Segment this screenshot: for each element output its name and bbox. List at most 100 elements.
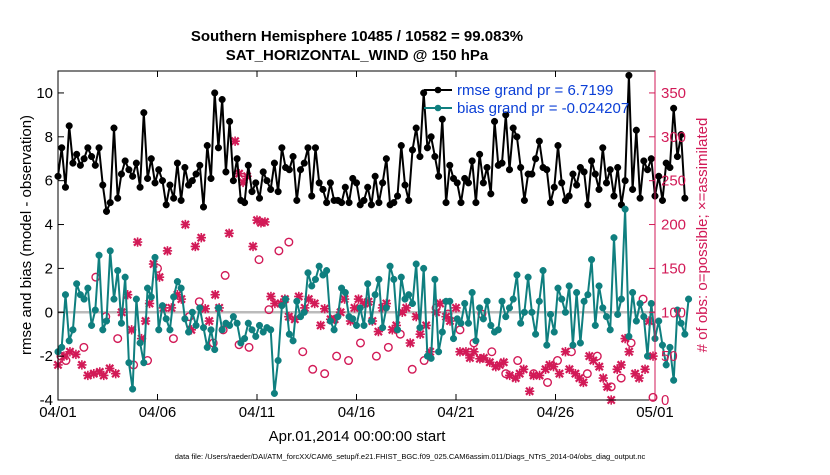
plot-area bbox=[58, 71, 655, 400]
rmse-point bbox=[199, 203, 208, 211]
bias-point bbox=[640, 313, 648, 321]
rmse-point bbox=[136, 183, 144, 191]
rmse-point bbox=[606, 166, 614, 174]
rmse-point bbox=[177, 196, 185, 204]
rmse-point bbox=[278, 144, 286, 152]
rmse-point bbox=[591, 170, 599, 178]
bias-point bbox=[110, 295, 118, 303]
rmse-point bbox=[147, 155, 155, 163]
y-left-tick-label: 8 bbox=[45, 129, 53, 146]
rmse-point bbox=[125, 166, 133, 174]
rmse-point bbox=[513, 133, 521, 141]
rmse-point bbox=[233, 155, 241, 163]
bias-point bbox=[88, 321, 96, 329]
rmse-point bbox=[121, 157, 129, 165]
bias-point bbox=[390, 275, 398, 283]
y-axis-label-right: # of obs: o=possible; ×=assimilated bbox=[694, 118, 711, 353]
obs-possible-marker bbox=[274, 246, 284, 256]
obs-possible-marker bbox=[513, 356, 523, 366]
rmse-point bbox=[375, 199, 383, 207]
bias-point bbox=[293, 297, 301, 305]
bias-point bbox=[147, 293, 155, 301]
bias-point bbox=[211, 346, 219, 354]
rmse-point bbox=[80, 155, 88, 163]
bias-point bbox=[304, 269, 312, 277]
obs-possible-marker bbox=[543, 377, 553, 387]
bias-point bbox=[420, 264, 428, 272]
rmse-point bbox=[106, 199, 114, 207]
bias-point bbox=[543, 341, 551, 349]
bias-point bbox=[158, 302, 167, 310]
rmse-point bbox=[345, 199, 353, 207]
rmse-point bbox=[505, 166, 514, 174]
obs-assimilated-marker bbox=[310, 298, 320, 309]
bias-point bbox=[311, 275, 320, 283]
x-tick-label: 04/16 bbox=[338, 404, 376, 421]
obs-possible-marker bbox=[113, 334, 123, 344]
obs-possible-marker bbox=[220, 270, 230, 280]
bias-point bbox=[356, 304, 364, 312]
rmse-point bbox=[625, 71, 633, 79]
y-right-tick-label: 100 bbox=[661, 304, 686, 321]
rmse-point bbox=[289, 152, 297, 161]
rmse-point bbox=[308, 192, 316, 200]
rmse-point bbox=[405, 196, 413, 204]
obs-assimilated-marker bbox=[564, 364, 575, 374]
bias-point bbox=[218, 326, 226, 334]
rmse-point bbox=[226, 117, 234, 125]
bias-point bbox=[255, 321, 264, 329]
bias-point bbox=[226, 321, 234, 329]
bias-point bbox=[117, 319, 125, 327]
bias-point bbox=[632, 317, 640, 325]
rmse-point bbox=[476, 150, 484, 158]
bias-point bbox=[382, 304, 390, 312]
rmse-point bbox=[88, 152, 96, 161]
obs-assimilated-marker bbox=[624, 347, 634, 357]
rmse-point bbox=[248, 188, 256, 196]
rmse-point bbox=[341, 183, 349, 191]
obs-possible-marker bbox=[371, 351, 381, 361]
rmse-point bbox=[323, 199, 331, 207]
obs-possible-marker bbox=[61, 356, 71, 366]
bias-point bbox=[170, 293, 178, 301]
rmse-point bbox=[438, 115, 446, 123]
bias-point bbox=[323, 267, 331, 275]
rmse-point bbox=[132, 159, 140, 167]
obs-assimilated-marker bbox=[616, 360, 626, 370]
bias-point bbox=[431, 275, 439, 283]
bias-point bbox=[461, 299, 469, 308]
obs-possible-marker bbox=[298, 347, 308, 357]
y-left-tick-label: 2 bbox=[45, 260, 53, 277]
obs-assimilated-marker bbox=[180, 219, 191, 230]
rmse-point bbox=[435, 172, 443, 180]
obs-possible-marker bbox=[582, 369, 592, 379]
bias-point bbox=[602, 313, 611, 321]
rmse-point bbox=[479, 179, 487, 187]
y-right-tick-label: 200 bbox=[661, 217, 686, 234]
rmse-point bbox=[338, 199, 346, 207]
rmse-point bbox=[263, 177, 271, 185]
legend-label: bias grand pr = -0.024207 bbox=[457, 100, 629, 117]
bias-point bbox=[364, 280, 372, 288]
rmse-point bbox=[192, 170, 200, 178]
bias-point bbox=[352, 321, 361, 329]
bias-point bbox=[588, 256, 596, 264]
rmse-point bbox=[319, 185, 327, 193]
obs-assimilated-marker bbox=[401, 303, 411, 313]
obs-assimilated-marker bbox=[640, 364, 650, 374]
legend-marker bbox=[434, 104, 442, 112]
bias-point bbox=[308, 282, 316, 290]
bias-point bbox=[252, 332, 260, 340]
obs-possible-marker bbox=[254, 255, 264, 265]
bias-series bbox=[54, 205, 693, 397]
bias-point bbox=[330, 326, 338, 334]
obs-assimilated-marker bbox=[71, 349, 81, 360]
bias-point bbox=[241, 335, 249, 343]
obs-assimilated-marker bbox=[349, 303, 360, 313]
rmse-point bbox=[472, 199, 480, 207]
obs-assimilated-marker bbox=[499, 357, 509, 367]
rmse-point bbox=[293, 196, 301, 204]
bias-point bbox=[58, 343, 66, 351]
rmse-point bbox=[670, 104, 678, 112]
rmse-point bbox=[629, 185, 637, 193]
